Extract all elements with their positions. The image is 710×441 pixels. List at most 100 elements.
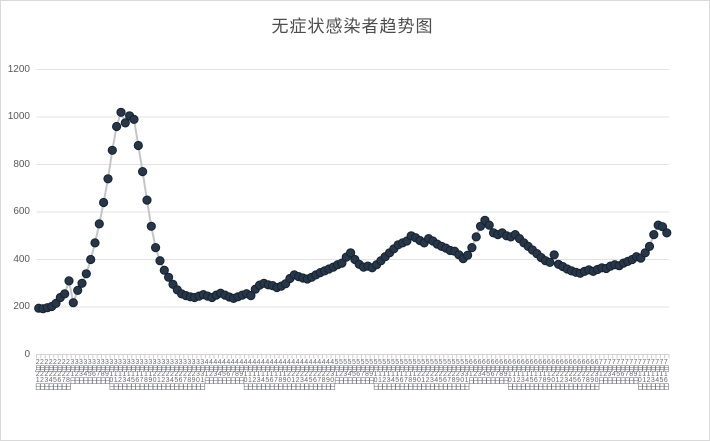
data-point-marker <box>81 269 91 279</box>
x-axis-label: 5月9日 <box>367 359 375 383</box>
x-axis-label: 5月8日 <box>363 359 371 383</box>
x-axis-label: 3月26日 <box>177 359 185 389</box>
data-point-marker <box>159 265 169 275</box>
x-axis-label: 6月26日 <box>575 359 583 389</box>
series-line <box>38 109 668 310</box>
x-axis-label: 7月5日 <box>614 359 622 383</box>
x-axis-label: 6月22日 <box>558 359 566 389</box>
data-point-marker <box>103 174 113 184</box>
x-axis-label: 5月6日 <box>354 359 362 383</box>
data-point-marker <box>60 289 70 299</box>
x-axis-label: 3月12日 <box>116 359 124 389</box>
x-axis-label: 6月20日 <box>549 359 557 389</box>
x-axis-label: 3月22日 <box>159 359 167 389</box>
x-axis-label: 3月24日 <box>168 359 176 389</box>
data-point-marker <box>73 285 83 295</box>
data-point-marker <box>120 118 130 128</box>
x-axis-label: 6月12日 <box>515 359 523 389</box>
data-point-marker <box>545 257 555 267</box>
data-point-marker <box>151 243 161 253</box>
x-axis-label: 5月5日 <box>350 359 358 383</box>
x-axis-label: 3月13日 <box>120 359 128 389</box>
x-axis-label: 4月17日 <box>272 359 280 389</box>
x-axis-label: 5月12日 <box>380 359 388 389</box>
x-axis-label: 7月13日 <box>649 359 657 389</box>
x-axis-label: 6月10日 <box>506 359 514 389</box>
x-axis-label: 7月15日 <box>658 359 665 389</box>
y-axis-label: 0 <box>24 348 30 360</box>
y-axis-label: 200 <box>13 301 30 312</box>
x-axis-label: 5月22日 <box>424 359 432 389</box>
data-point-marker <box>164 272 174 282</box>
x-axis-label: 4月25日 <box>307 359 315 389</box>
x-axis-label: 4月10日 <box>242 359 250 389</box>
x-axis-label: 6月15日 <box>528 359 536 389</box>
x-axis-label: 3月25日 <box>172 359 180 389</box>
x-axis-label: 5月11日 <box>376 359 384 389</box>
x-axis-label: 7月10日 <box>636 359 644 389</box>
x-axis-label: 5月24日 <box>432 359 440 389</box>
x-axis-label: 7月1日 <box>597 359 605 383</box>
x-axis-label: 5月19日 <box>411 359 419 389</box>
x-axis-label: 4月20日 <box>285 359 293 389</box>
data-point-marker <box>662 228 672 238</box>
x-axis-label: 6月17日 <box>536 359 544 389</box>
x-axis-label: 3月1日 <box>68 359 76 383</box>
chart-title: 无症状感染者趋势图 <box>271 17 434 36</box>
x-axis-label: 5月1日 <box>333 359 341 383</box>
x-axis-label: 5月13日 <box>385 359 393 389</box>
x-axis-label: 3月23日 <box>164 359 172 389</box>
y-axis-label: 800 <box>13 158 30 170</box>
x-axis-label: 4月5日 <box>220 359 228 383</box>
x-axis-label: 6月25日 <box>571 359 579 389</box>
x-axis-label: 4月18日 <box>276 359 284 389</box>
x-axis-label: 3月18日 <box>142 359 150 389</box>
x-axis-label: 6月6日 <box>489 359 497 383</box>
y-axis-label: 600 <box>13 206 30 217</box>
x-axis-label: 5月29日 <box>454 359 462 389</box>
data-point-marker <box>467 243 477 253</box>
data-point-marker <box>138 167 148 177</box>
x-axis-label: 4月9日 <box>237 359 245 383</box>
x-axis-label: 4月26日 <box>311 359 319 389</box>
x-axis-label: 2月24日 <box>47 359 55 389</box>
x-axis-label: 5月2日 <box>337 359 345 383</box>
x-axis-label: 3月29日 <box>190 359 198 389</box>
x-axis-label: 7月8日 <box>627 359 635 383</box>
y-axis-label: 1200 <box>7 63 30 75</box>
x-axis-label: 5月16日 <box>398 359 406 389</box>
x-axis-label: 4月7日 <box>229 359 237 383</box>
x-axis-label: 4月21日 <box>289 359 297 389</box>
data-point-marker <box>64 276 74 286</box>
x-axis-label: 4月22日 <box>294 359 302 389</box>
x-axis-label: 6月18日 <box>541 359 549 389</box>
x-axis-label: 6月13日 <box>519 359 527 389</box>
x-axis-label: 6月23日 <box>562 359 570 389</box>
x-axis-label: 3月19日 <box>146 359 154 389</box>
x-axis-label: 3月9日 <box>103 359 111 383</box>
x-axis-label: 5月7日 <box>359 359 367 383</box>
x-axis-label: 3月21日 <box>155 359 163 389</box>
x-axis-label: 2月21日 <box>34 359 42 389</box>
x-axis-label: 4月4日 <box>216 359 224 383</box>
data-point-marker <box>112 121 122 132</box>
x-axis-label: 2月25日 <box>51 359 59 389</box>
x-axis-label: 3月30日 <box>194 359 202 389</box>
data-point-marker <box>346 248 356 258</box>
data-point-marker <box>90 238 100 248</box>
y-axis-label: 1000 <box>7 111 30 122</box>
x-axis-label: 6月16日 <box>532 359 540 389</box>
data-point-marker <box>644 241 655 251</box>
x-axis-label: 4月23日 <box>298 359 306 389</box>
data-point-marker <box>99 197 109 208</box>
x-axis-label: 4月13日 <box>255 359 263 389</box>
x-axis-label: 4月14日 <box>259 359 267 389</box>
x-axis-label: 6月11日 <box>510 359 518 389</box>
x-axis-label: 5月21日 <box>419 359 427 389</box>
x-axis-label: 5月26日 <box>441 359 449 389</box>
x-axis-label: 4月29日 <box>324 359 332 389</box>
x-axis-label: 5月20日 <box>415 359 423 389</box>
x-axis-label: 7月16日 <box>662 359 670 389</box>
x-axis-label: 6月1日 <box>467 359 475 383</box>
